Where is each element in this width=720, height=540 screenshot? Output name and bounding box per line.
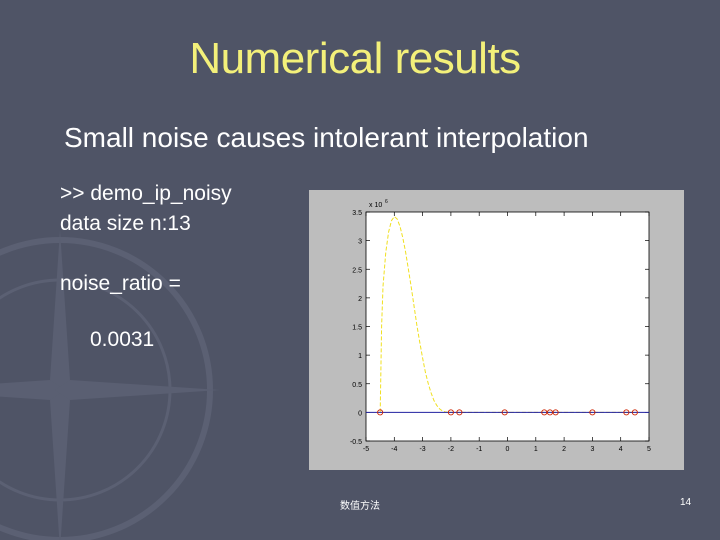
x-tick-label: 4 [619, 446, 623, 453]
data-point-marker [631, 409, 638, 416]
data-point-marker [541, 409, 548, 416]
y-tick-label: 0 [358, 410, 362, 417]
x-tick-label: -4 [391, 446, 397, 453]
x-tick-label: 2 [562, 446, 566, 453]
page-number: 14 [680, 497, 692, 508]
data-point-marker [546, 409, 553, 416]
y-multiplier-label: x 10 [369, 202, 382, 209]
data-point-marker [552, 409, 559, 416]
console-command: >> demo_ip_noisy [60, 182, 232, 205]
x-tick-label: -1 [476, 446, 482, 453]
x-tick-label: -3 [419, 446, 425, 453]
data-point-marker [501, 409, 508, 416]
y-tick-label: -0.5 [350, 439, 362, 446]
x-tick-label: 5 [647, 446, 651, 453]
y-tick-label: 1.5 [352, 325, 362, 332]
data-point-marker [623, 409, 630, 416]
slide-title: Numerical results [189, 34, 521, 83]
data-point-marker [447, 409, 454, 416]
slide-subtitle: Small noise causes intolerant interpolat… [64, 122, 589, 153]
data-point-marker [456, 409, 463, 416]
plot-area [365, 211, 650, 442]
interpolant-curve [379, 215, 635, 413]
interpolation-plot: -0.5 0 0.5 1 1.5 2 2.5 3 3.5 -5 -4 -3 -2 -1 0 1 2 3 4 5 x 10… [350, 199, 651, 453]
plot-frame: -0.5 0 0.5 1 1.5 2 2.5 3 3.5 -5 -4 -3 -2 -1 0 1 2 3 4 5 x 10… [309, 190, 684, 470]
console-noise-label: noise_ratio = [60, 272, 181, 295]
data-point-marker [377, 409, 384, 416]
x-tick-label: -2 [448, 446, 454, 453]
x-tick-label: -5 [363, 446, 369, 453]
y-tick-label: 3.5 [352, 210, 362, 217]
x-tick-label: 3 [590, 446, 594, 453]
console-data-size: data size n:13 [60, 212, 191, 235]
y-tick-label: 0.5 [352, 382, 362, 389]
footer-course-name: 数值方法 [340, 501, 380, 512]
y-tick-label: 2.5 [352, 267, 362, 274]
y-tick-label: 1 [358, 353, 362, 360]
y-tick-label: 3 [358, 239, 362, 246]
data-point-marker [589, 409, 596, 416]
y-multiplier-exponent: 6 [385, 199, 388, 205]
console-noise-value: 0.0031 [90, 328, 155, 351]
x-tick-label: 1 [534, 446, 538, 453]
x-tick-label: 0 [506, 446, 510, 453]
y-tick-label: 2 [358, 296, 362, 303]
